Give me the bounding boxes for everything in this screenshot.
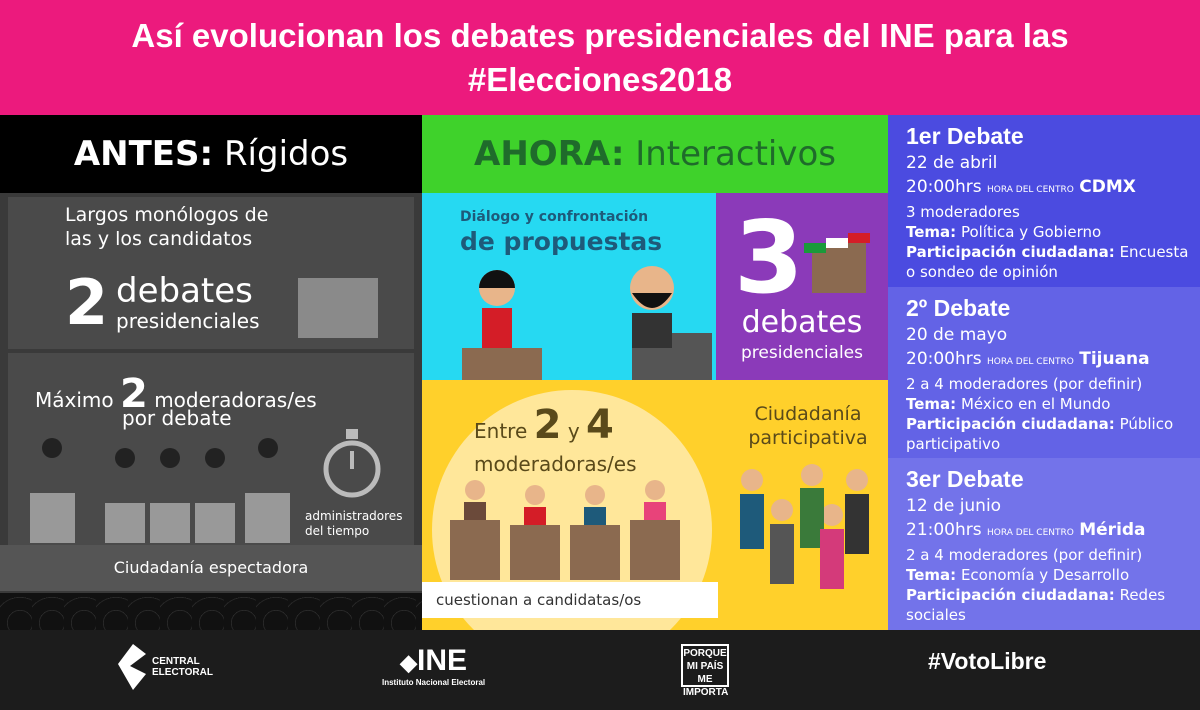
debate-time-row: 21:00hrs HORA DEL CENTRO Mérida (906, 520, 1146, 540)
moderadoras-text: moderadoras/es (474, 452, 637, 476)
debate-title: 3er Debate (906, 466, 1024, 492)
moderators-illustration (30, 438, 290, 543)
voto-libre-hashtag: #VotoLibre (928, 648, 1047, 674)
antes-panel: Largos monólogos de las y los candidatos… (0, 193, 422, 630)
debate-card-3: 3er Debate 12 de junio 21:00hrs HORA DEL… (888, 458, 1200, 630)
antes-title: Rígidos (223, 134, 349, 174)
debate-tema: Tema: México en el Mundo (906, 395, 1111, 413)
debate-moderators: 3 moderadores (906, 203, 1020, 221)
tres-debates-panel: 3 debates presidenciales (716, 193, 888, 380)
monologos-text: Largos monólogos de las y los candidatos (65, 204, 269, 250)
central-electoral-icon (118, 644, 146, 690)
debate-date: 22 de abril (906, 153, 998, 173)
debate-participacion: Participación ciudadana: Público partici… (906, 415, 1174, 453)
antes-presidenciales: presidenciales (116, 309, 260, 333)
debate-date: 12 de junio (906, 496, 1002, 516)
antes-por-debate: por debate (122, 406, 232, 430)
administradores-text: administradores del tiempo (305, 509, 403, 538)
entre-text: Entre 2 y 4 (474, 402, 614, 448)
debate-card-1: 1er Debate 22 de abril 20:00hrs HORA DEL… (888, 115, 1200, 287)
debate-moderators: 2 a 4 moderadores (por definir) (906, 375, 1143, 393)
antes-label: ANTES: (73, 134, 214, 174)
antes-debates: debates (116, 271, 253, 311)
ahora-heading: AHORA: Interactivos (422, 115, 888, 193)
debate-participacion: Participación ciudadana: Encuesta o sond… (906, 243, 1189, 281)
ahora-debates: debates (741, 305, 863, 340)
page-title: Así evolucionan los debates presidencial… (0, 0, 1200, 115)
ahora-num-debates: 3 (734, 199, 804, 316)
debate-title: 2º Debate (906, 295, 1011, 321)
stopwatch-icon (323, 429, 381, 498)
ahora-label: AHORA: (474, 134, 625, 174)
antes-num-debates: 2 (65, 266, 109, 339)
ine-logo: ◆INE Instituto Nacional Electoral (382, 644, 486, 688)
debate-tema: Tema: Economía y Desarrollo (906, 566, 1130, 584)
ciudadania-espectadora: Ciudadanía espectadora (0, 545, 422, 591)
debate-time-row: 20:00hrs HORA DEL CENTRO CDMX (906, 177, 1136, 197)
debate-participacion: Participación ciudadana: Redes sociales (906, 586, 1166, 624)
four-moderators-illustration (450, 480, 680, 580)
debate-card-2: 2º Debate 20 de mayo 20:00hrs HORA DEL C… (888, 287, 1200, 458)
ballot-box-icon (298, 278, 378, 338)
debate-time-row: 20:00hrs HORA DEL CENTRO Tijuana (906, 349, 1150, 369)
candidates-illustration (462, 266, 712, 380)
antes-maximo: Máximo 2 moderadoras/es (35, 371, 317, 417)
citizens-illustration (740, 464, 869, 589)
porque-mi-pais-logo: PORQUE MI PAÍS ME IMPORTA (681, 644, 729, 698)
debate-tema: Tema: Política y Gobierno (906, 223, 1102, 241)
audience-illustration (0, 593, 422, 630)
title-line-1: Así evolucionan los debates presidencial… (131, 17, 1069, 54)
ballot-box-flag-icon (804, 233, 870, 293)
ine-diamond-icon: ◆ (400, 650, 418, 675)
cuestionan-text: cuestionan a candidatas/os (422, 582, 718, 618)
ahora-title: Interactivos (635, 134, 836, 174)
debate-title: 1er Debate (906, 123, 1024, 149)
dialogo-panel: Diálogo y confrontación de propuestas (422, 193, 716, 380)
ciudadania-participativa: Ciudadanía participativa (748, 403, 868, 449)
footer: CENTRAL ELECTORAL ◆INE Instituto Naciona… (0, 630, 1200, 710)
dialogo-line2: de propuestas (460, 227, 663, 256)
moderadores-panel: Entre 2 y 4 moderadoras/es cuestionan a … (422, 380, 888, 670)
title-line-2: #Elecciones2018 (467, 61, 733, 98)
debate-moderators: 2 a 4 moderadores (por definir) (906, 546, 1143, 564)
debate-date: 20 de mayo (906, 325, 1008, 345)
ahora-presidenciales: presidenciales (741, 343, 863, 363)
central-electoral-logo: CENTRAL ELECTORAL (118, 644, 213, 690)
antes-heading: ANTES: Rígidos (0, 115, 422, 193)
dialogo-line1: Diálogo y confrontación (460, 209, 649, 225)
